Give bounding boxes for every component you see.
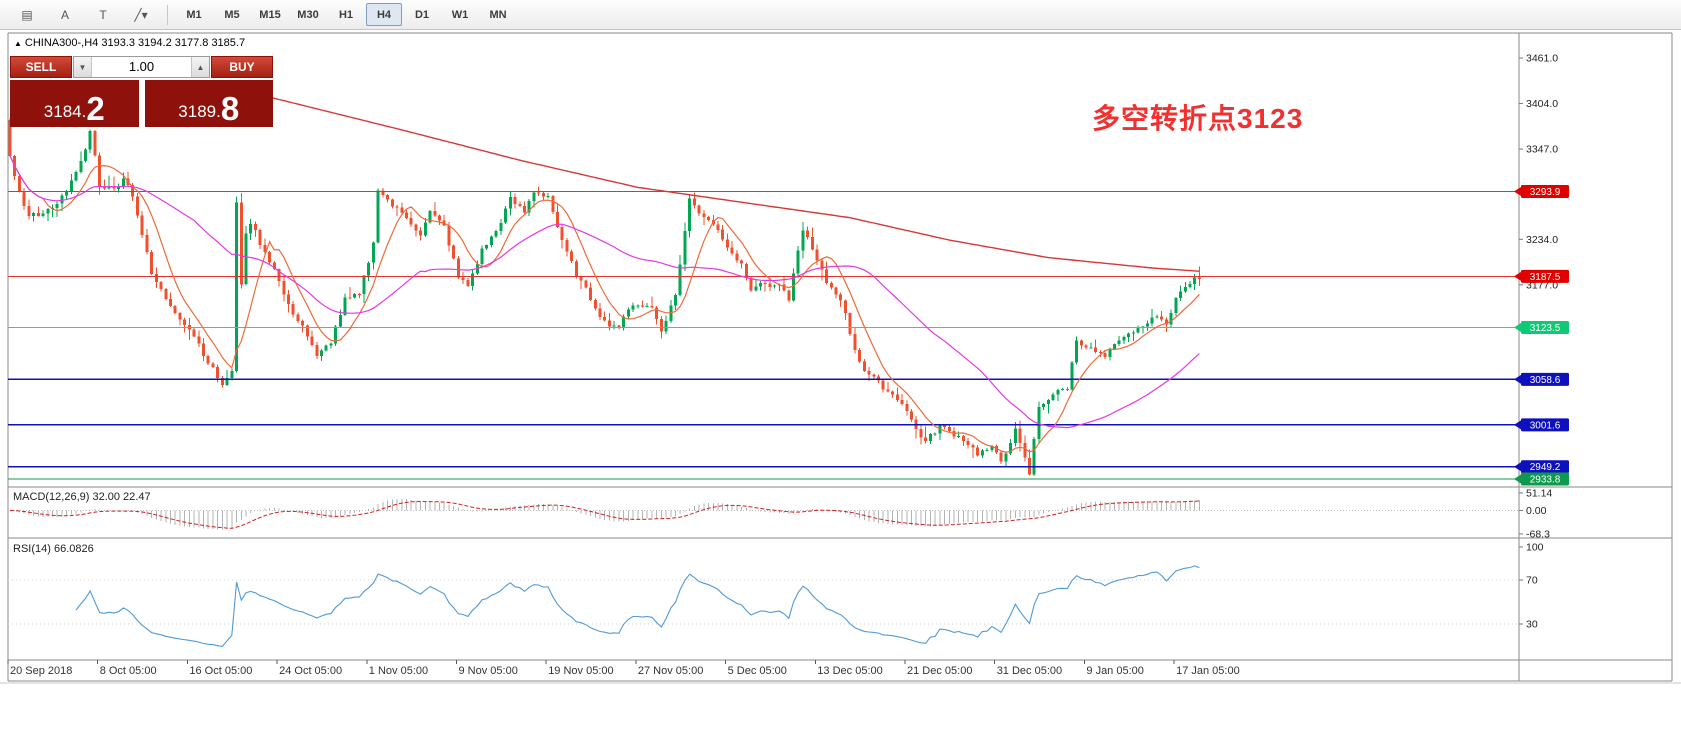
svg-text:3234.0: 3234.0 [1526,234,1558,246]
svg-text:8 Oct 05:00: 8 Oct 05:00 [100,665,157,677]
trade-panel-price-row: 3184. 2 3189. 8 [10,80,273,127]
svg-text:13 Dec 05:00: 13 Dec 05:00 [817,665,882,677]
svg-text:30: 30 [1526,619,1538,631]
one-click-trading-panel: SELL ▼ 1.00 ▲ BUY 3184. 2 3189. 8 [10,56,273,127]
timeframe-button-M5[interactable]: M5 [224,8,240,21]
toolbar: ▤ A T ╱▾ M1 M5 M15 M30 H1 H4 D1 W1 MN [0,0,1681,30]
price-pointer-icon [1514,420,1521,430]
timeframe-button-W1[interactable]: W1 [451,8,469,21]
price-pointer-icon [1514,474,1521,484]
svg-text:3001.6: 3001.6 [1530,420,1561,431]
svg-text:-68.3: -68.3 [1526,528,1550,540]
text-tool-icon[interactable]: T [99,7,107,22]
svg-text:100: 100 [1526,542,1544,554]
svg-text:17 Jan 05:00: 17 Jan 05:00 [1176,665,1240,677]
svg-text:16 Oct 05:00: 16 Oct 05:00 [189,665,252,677]
buy-price-button[interactable]: 3189. 8 [144,80,273,127]
toolbar-timeframes: M1 M5 M15 M30 H1 H4 D1 W1 MN [175,3,517,26]
svg-text:21 Dec 05:00: 21 Dec 05:00 [907,665,972,677]
price-badge-2933.8 [1521,472,1569,486]
arrow-tool-icon[interactable]: A [60,7,69,22]
rsi-indicator-label: RSI(14) 66.0826 [13,543,94,555]
macd-signal-line [9,500,1200,529]
price-badge-3123.5 [1521,321,1569,335]
sell-price-main: 3184. [43,102,87,121]
symbol-marker-icon: ▲ [14,39,22,48]
timeframe-button-D1[interactable]: D1 [414,8,430,21]
time-axis: 20 Sep 2018 8 Oct 05:00 16 Oct 05:00 24 Oct… [7,660,1240,677]
svg-text:19 Nov 05:00: 19 Nov 05:00 [548,665,613,677]
price-pointer-icon [1514,374,1521,384]
price-badge-2949.2 [1521,460,1569,474]
svg-text:9 Nov 05:00: 9 Nov 05:00 [459,665,518,677]
buy-price-big-digit: 8 [220,89,240,127]
svg-text:3123.5: 3123.5 [1530,323,1561,334]
volume-increase-button[interactable]: ▲ [191,57,209,77]
timeframe-button-H1[interactable]: H1 [338,8,354,21]
svg-text:2949.2: 2949.2 [1530,462,1561,473]
ma-slow-red-line [269,96,1200,272]
volume-value[interactable]: 1.00 [128,59,155,74]
horizontal-levels [8,190,1519,480]
rsi-panel [8,565,1519,647]
line-studies-icon[interactable]: ╱▾ [134,7,148,22]
chart-annotation: 多空转折点3123 [1092,103,1304,134]
svg-text:51.14: 51.14 [1526,487,1552,499]
candles [8,118,1201,477]
price-badge-3187.5 [1521,269,1569,283]
ma-medium-magenta-line [9,155,1200,429]
svg-text:3293.9: 3293.9 [1530,187,1561,198]
svg-text:3187.5: 3187.5 [1530,272,1561,283]
svg-text:0.00: 0.00 [1526,505,1547,517]
price-badge-3058.6 [1521,372,1569,386]
price-pointer-icon [1514,271,1521,281]
svg-text:3461.0: 3461.0 [1526,53,1558,65]
svg-text:24 Oct 05:00: 24 Oct 05:00 [279,665,342,677]
price-pointer-icon [1514,323,1521,333]
sell-button[interactable]: SELL [10,56,72,78]
buy-price-main: 3189. [178,102,221,121]
trade-panel-top-row: SELL ▼ 1.00 ▲ BUY [10,56,273,78]
moving-averages [9,96,1200,453]
timeframe-button-MN[interactable]: MN [489,8,507,21]
timeframe-button-M15[interactable]: M15 [259,8,281,21]
sell-price-big-digit: 2 [86,89,105,127]
svg-text:1 Nov 05:00: 1 Nov 05:00 [369,665,428,677]
symbol-header: ▲ CHINA300-,H4 3193.3 3194.2 3177.8 3185.… [14,37,245,49]
macd-panel [8,498,1519,530]
price-badge-3001.6 [1521,418,1569,432]
timeframe-button-M30[interactable]: M30 [297,8,319,21]
volume-stepper: ▼ 1.00 ▲ [73,56,210,78]
svg-text:31 Dec 05:00: 31 Dec 05:00 [997,665,1062,677]
svg-text:3347.0: 3347.0 [1526,144,1558,156]
macd-histogram [14,498,1200,530]
svg-text:5 Dec 05:00: 5 Dec 05:00 [728,665,787,677]
svg-text:70: 70 [1526,575,1538,587]
price-pointer-icon [1514,186,1521,196]
svg-text:3404.0: 3404.0 [1526,98,1558,110]
price-axis: 3461.03404.03347.03234.03177.03293.93187… [1514,53,1569,631]
ma-fast-orange-line [9,155,1200,453]
price-pointer-icon [1514,462,1521,472]
sell-price-button[interactable]: 3184. 2 [10,80,139,127]
price-badge-3293.9 [1521,184,1569,198]
svg-text:20 Sep 2018: 20 Sep 2018 [10,665,72,677]
rsi-line [75,565,1200,647]
svg-text:9 Jan 05:00: 9 Jan 05:00 [1086,665,1144,677]
toolbar-separator [167,4,168,25]
svg-text:2933.8: 2933.8 [1530,475,1561,486]
symbol-ohlc-text: CHINA300-,H4 3193.3 3194.2 3177.8 3185.7 [24,37,246,49]
panel-borders [0,32,1681,684]
toolbar-tools: ▤ A T ╱▾ [8,3,160,26]
timeframe-button-M1[interactable]: M1 [186,8,202,21]
svg-text:27 Nov 05:00: 27 Nov 05:00 [638,665,703,677]
macd-indicator-label: MACD(12,26,9) 32.00 22.47 [13,491,151,503]
chart-shift-icon[interactable]: ▤ [21,7,33,22]
buy-button[interactable]: BUY [211,56,273,78]
volume-decrease-button[interactable]: ▼ [74,57,92,77]
svg-text:3058.6: 3058.6 [1530,375,1561,386]
timeframe-button-H4[interactable]: H4 [366,3,402,26]
